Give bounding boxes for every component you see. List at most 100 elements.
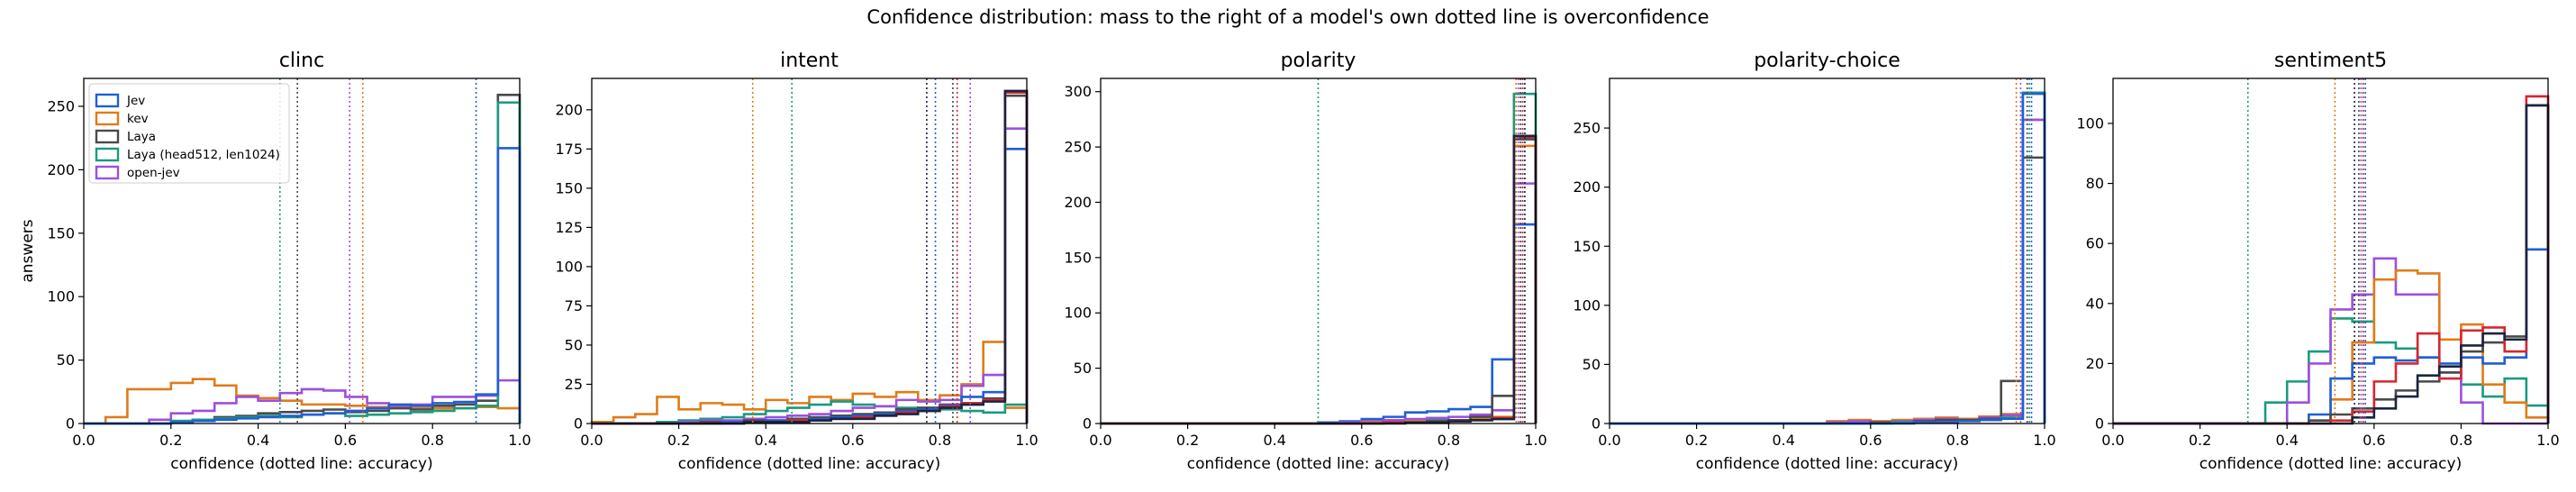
y-tick-label: 50: [1074, 360, 1092, 377]
y-tick-label: 25: [565, 376, 583, 393]
y-tick-label: 175: [555, 141, 583, 158]
x-tick-label: 0.8: [2450, 432, 2472, 449]
x-tick-label: 0.2: [159, 432, 182, 449]
y-tick-label: 150: [555, 179, 583, 196]
hist-series-kev: [1610, 118, 2046, 425]
panel-title: polarity: [1281, 50, 1356, 72]
panel-polarity-choice: polarity-choice 0.0 0.2 0.4 0.6 0.8 1.0 0 50 100 1…: [1573, 50, 2055, 473]
x-tick-label: 1.0: [2536, 432, 2559, 449]
y-tick-label: 100: [1573, 296, 1601, 314]
x-tick-label: 0.4: [754, 432, 776, 449]
x-tick-label: 1.0: [2033, 432, 2055, 449]
y-tick-label: 200: [1573, 178, 1601, 196]
legend-swatch: [95, 147, 120, 162]
x-tick-label: 0.6: [1859, 432, 1882, 449]
hist-series-open-jev: [592, 127, 1029, 425]
hist-series-laya: [592, 94, 1029, 425]
y-tick-label: 0: [2095, 415, 2104, 433]
y-tick-label: 250: [1064, 139, 1092, 156]
x-tick-label: 0.2: [1685, 432, 1708, 449]
x-tick-label: 0.0: [72, 432, 95, 449]
y-tick-label: 100: [1064, 305, 1092, 322]
legend-swatch: [95, 129, 120, 144]
y-tick-label: 200: [555, 101, 583, 118]
legend-label: Laya: [127, 130, 156, 144]
x-tick-label: 1.0: [508, 432, 531, 449]
x-tick-label: 0.4: [247, 432, 269, 449]
x-axis-label: confidence (dotted line: accuracy): [1696, 455, 1958, 473]
y-tick-label: 250: [47, 97, 75, 114]
axes-frame: [2112, 77, 2549, 424]
y-tick-label: 100: [2076, 114, 2104, 132]
hist-series-open-jev: [1610, 118, 2046, 425]
panel-title: sentiment5: [2274, 50, 2387, 72]
legend-swatch: [95, 93, 120, 108]
legend-swatch: [95, 165, 120, 180]
y-tick-label: 0: [1592, 415, 1601, 433]
x-tick-label: 0.2: [1176, 432, 1199, 449]
hist-series-jev: [84, 147, 522, 425]
panel-intent: intent 0.0 0.2 0.4 0.6 0.8 1.0 0 25 50 75 100 125 150…: [555, 50, 1038, 473]
y-tick-label: 40: [2086, 295, 2104, 312]
y-tick-label: 75: [565, 297, 583, 314]
y-tick-label: 300: [1064, 83, 1092, 100]
x-tick-label: 1.0: [1015, 432, 1038, 449]
y-tick-label: 100: [47, 288, 75, 305]
x-tick-label: 0.6: [841, 432, 864, 449]
panel-polarity: polarity 0.0 0.2 0.4 0.6 0.8 1.0 0 50 100 150 200 25…: [1064, 50, 1547, 473]
y-tick-label: 80: [2086, 175, 2104, 192]
x-tick-label: 0.0: [1089, 432, 1111, 449]
y-tick-label: 60: [2086, 235, 2104, 252]
hist-series-jev: [1610, 92, 2046, 425]
x-tick-label: 0.8: [421, 432, 443, 449]
legend-box: [88, 83, 290, 184]
x-tick-label: 0.4: [1263, 432, 1285, 449]
legend-label: kev: [127, 112, 149, 126]
panel-clinc: clinc 0.0 0.2 0.4 0.6 0.8 1.0 0 50 100 150 200 250 co…: [19, 50, 531, 473]
x-tick-label: 0.8: [1946, 432, 1969, 449]
hist-series-open-jev: [84, 378, 522, 425]
hist-series-extra-red: [592, 91, 1029, 425]
legend-label: Laya (head512, len1024): [127, 148, 280, 162]
y-tick-label: 150: [1064, 249, 1092, 266]
x-tick-label: 0.8: [929, 432, 951, 449]
hist-series-laya-head512-len1024-: [592, 400, 1029, 425]
y-tick-label: 200: [1064, 194, 1092, 211]
axes-frame: [1100, 77, 1537, 424]
y-axis-label: answers: [19, 219, 37, 282]
y-tick-label: 150: [47, 224, 75, 241]
legend-label: open-jev: [127, 166, 180, 180]
x-tick-label: 0.6: [1350, 432, 1373, 449]
axes-frame: [1609, 77, 2045, 424]
x-tick-label: 0.0: [580, 432, 603, 449]
y-tick-label: 50: [57, 351, 75, 369]
x-tick-label: 0.0: [2101, 432, 2124, 449]
hist-series-laya-head512-len1024-: [1610, 91, 2046, 425]
hist-series-laya: [1610, 156, 2046, 425]
legend: Jev kev Laya Laya (head512, len1024) open-je…: [88, 83, 290, 184]
x-tick-label: 0.6: [2363, 432, 2385, 449]
x-axis-label: confidence (dotted line: accuracy): [1187, 455, 1449, 473]
x-tick-label: 1.0: [1524, 432, 1547, 449]
axes-frame: [591, 77, 1028, 424]
y-tick-label: 250: [1573, 120, 1601, 137]
hist-series-jev: [592, 148, 1029, 425]
y-tick-label: 50: [565, 336, 583, 353]
x-axis-label: confidence (dotted line: accuracy): [678, 455, 940, 473]
x-tick-label: 0.6: [334, 432, 357, 449]
legend-label: Jev: [126, 94, 145, 108]
x-tick-label: 0.0: [1598, 432, 1620, 449]
x-tick-label: 0.4: [1772, 432, 1794, 449]
y-tick-label: 100: [555, 258, 583, 275]
y-tick-label: 125: [555, 219, 583, 236]
y-tick-label: 150: [1573, 238, 1601, 255]
y-tick-label: 0: [574, 415, 583, 433]
panel-title: intent: [780, 50, 839, 72]
panel-title: polarity-choice: [1754, 50, 1900, 72]
y-tick-label: 50: [1583, 356, 1601, 373]
x-tick-label: 0.8: [1438, 432, 1460, 449]
panel-title: clinc: [279, 50, 324, 72]
x-axis-label: confidence (dotted line: accuracy): [2200, 455, 2462, 473]
panel-sentiment5: sentiment5 0.0 0.2 0.4 0.6 0.8 1.0 0 20 40 60 80 100…: [2076, 50, 2559, 473]
